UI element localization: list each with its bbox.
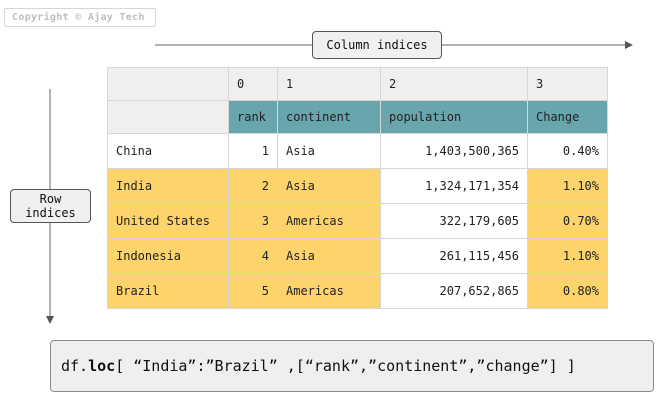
- rank-cell: 5: [228, 273, 278, 309]
- copyright-label: Copyright © Ajay Tech: [4, 8, 156, 27]
- table-row: India 2 Asia 1,324,171,354 1.10%: [107, 168, 608, 204]
- row-indices-line1: Row: [39, 192, 62, 206]
- column-header-cell: rank: [228, 100, 278, 134]
- population-cell: 207,652,865: [380, 273, 528, 309]
- index-corner-cell: [107, 67, 229, 101]
- population-cell: 1,324,171,354: [380, 168, 528, 204]
- rank-cell: 2: [228, 168, 278, 204]
- rank-cell: 3: [228, 203, 278, 239]
- rank-cell: 4: [228, 238, 278, 274]
- change-cell: 0.80%: [527, 273, 608, 309]
- population-cell: 1,403,500,365: [380, 133, 528, 169]
- change-cell: 1.10%: [527, 238, 608, 274]
- population-cell: 322,179,605: [380, 203, 528, 239]
- column-index-cell: 3: [527, 67, 608, 101]
- row-label-cell: United States: [107, 203, 229, 239]
- table-row: China 1 Asia 1,403,500,365 0.40%: [107, 133, 608, 169]
- code-rest: [ “India”:”Brazil” ,[“rank”,”continent”,…: [115, 357, 576, 375]
- continent-cell: Asia: [277, 133, 381, 169]
- table-row: Indonesia 4 Asia 261,115,456 1.10%: [107, 238, 608, 274]
- column-header-cell: population: [380, 100, 528, 134]
- row-label-cell: China: [107, 133, 229, 169]
- column-indices-callout: Column indices: [312, 31, 442, 59]
- continent-cell: Asia: [277, 168, 381, 204]
- continent-cell: Americas: [277, 203, 381, 239]
- table-row: United States 3 Americas 322,179,605 0.70%: [107, 203, 608, 239]
- change-cell: 1.10%: [527, 168, 608, 204]
- population-cell: 261,115,456: [380, 238, 528, 274]
- rank-cell: 1: [228, 133, 278, 169]
- column-header-row: rank continent population Change: [107, 100, 608, 134]
- code-snippet: df.loc[ “India”:”Brazil” ,[“rank”,”conti…: [50, 340, 654, 392]
- table-row: Brazil 5 Americas 207,652,865 0.80%: [107, 273, 608, 309]
- continent-cell: Americas: [277, 273, 381, 309]
- change-cell: 0.70%: [527, 203, 608, 239]
- column-header-cell: Change: [527, 100, 608, 134]
- code-keyword: loc: [88, 357, 116, 375]
- change-cell: 0.40%: [527, 133, 608, 169]
- column-index-cell: 2: [380, 67, 528, 101]
- column-index-cell: 0: [228, 67, 278, 101]
- column-index-cell: 1: [277, 67, 381, 101]
- row-indices-callout: Row indices: [10, 189, 91, 223]
- row-indices-line2: indices: [25, 206, 76, 220]
- row-label-cell: Brazil: [107, 273, 229, 309]
- header-corner-cell: [107, 100, 229, 134]
- row-label-cell: Indonesia: [107, 238, 229, 274]
- row-label-cell: India: [107, 168, 229, 204]
- column-header-cell: continent: [277, 100, 381, 134]
- dataframe-table: 0 1 2 3 rank continent population Change…: [107, 67, 608, 309]
- code-prefix: df.: [61, 357, 89, 375]
- continent-cell: Asia: [277, 238, 381, 274]
- column-index-row: 0 1 2 3: [107, 67, 608, 101]
